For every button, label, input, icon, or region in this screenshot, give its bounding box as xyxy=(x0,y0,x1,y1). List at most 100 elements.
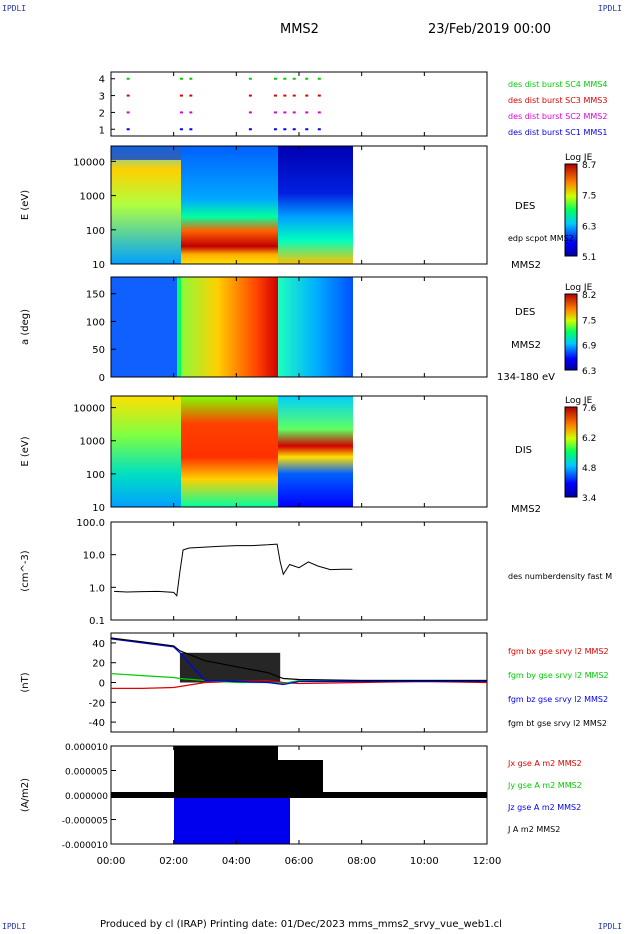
y-axis-label: E (eV) xyxy=(20,190,31,220)
burst-mark xyxy=(189,77,193,80)
corner-label: IPDLI xyxy=(597,922,622,931)
y-axis-label: (nT) xyxy=(20,672,31,692)
y-tick-label: 0.1 xyxy=(89,616,105,627)
x-tick-label: 08:00 xyxy=(347,856,376,867)
x-tick-label: 12:00 xyxy=(473,856,502,867)
y-tick-label: 40 xyxy=(92,639,105,650)
current-fill xyxy=(111,746,487,844)
burst-mark xyxy=(248,128,252,131)
y-axis-label: (cm^-3) xyxy=(20,550,31,591)
y-tick-label: 100.0 xyxy=(76,518,105,529)
y-tick-label: 0.000010 xyxy=(65,743,108,753)
burst-mark xyxy=(273,111,277,114)
corner-label: IPDLI xyxy=(2,4,27,13)
y-axis-label: E (eV) xyxy=(20,436,31,466)
spacecraft-title: MMS2 xyxy=(280,22,319,37)
legend-entry: des numberdensity fast M xyxy=(508,572,612,581)
burst-mark xyxy=(189,111,193,114)
colorbar-tick-label: 7.5 xyxy=(582,316,596,326)
burst-mark xyxy=(248,111,252,114)
burst-mark xyxy=(283,94,287,97)
burst-mark xyxy=(305,77,309,80)
panel-spacecraft-label: MMS2 xyxy=(511,340,541,351)
x-tick-label: 10:00 xyxy=(410,856,439,867)
dis-energy-spectrogram xyxy=(111,396,353,507)
colorbar-tick-label: 6.2 xyxy=(582,434,596,444)
y-tick-label: 20 xyxy=(92,659,105,670)
burst-mark xyxy=(189,128,193,131)
burst-mark xyxy=(317,77,321,80)
series-line xyxy=(110,638,487,686)
legend-entry: fgm by gse srvy l2 MMS2 xyxy=(508,671,609,680)
panel-instrument-label: DES xyxy=(515,201,535,212)
burst-mark xyxy=(179,128,183,131)
series-line xyxy=(114,543,353,597)
colorbar-tick-label: 5.1 xyxy=(582,253,596,263)
y-tick-label: 0 xyxy=(99,373,105,384)
y-tick-label: -0.000010 xyxy=(62,841,108,851)
burst-mark xyxy=(126,94,130,97)
panel-instrument-label: DES xyxy=(515,307,535,318)
y-tick-label: 10000 xyxy=(73,404,105,415)
burst-mark xyxy=(305,94,309,97)
y-tick-label: 4 xyxy=(99,75,105,86)
burst-mark xyxy=(126,128,130,131)
panel-spacecraft-label: MMS2 xyxy=(511,260,541,271)
y-tick-label: 1000 xyxy=(80,192,105,203)
y-tick-label: 0 xyxy=(99,679,105,690)
burst-mark xyxy=(292,111,296,114)
x-tick-label: 02:00 xyxy=(159,856,188,867)
burst-mark xyxy=(305,111,309,114)
colorbar-tick-label: 6.3 xyxy=(582,222,596,232)
burst-mark xyxy=(273,128,277,131)
des-energy-spectrogram xyxy=(111,146,353,264)
legend-entry: des dist burst SC3 MMS3 xyxy=(508,96,607,105)
panel-overlay-label: edp scpot MMS2 xyxy=(508,234,574,243)
panel-spacecraft-label: MMS2 xyxy=(511,504,541,515)
burst-mark xyxy=(317,94,321,97)
y-tick-label: 10000 xyxy=(73,157,105,168)
burst-mark xyxy=(283,128,287,131)
panel-frame xyxy=(110,521,488,621)
legend-entry: Jx gse A m2 MMS2 xyxy=(507,759,582,768)
colorbar-tick-label: 8.2 xyxy=(582,291,596,301)
colorbar-tick-label: 8.7 xyxy=(582,161,596,171)
y-tick-label: 0.000000 xyxy=(65,792,108,802)
y-tick-label: 100 xyxy=(86,470,105,481)
x-tick-label: 00:00 xyxy=(97,856,126,867)
burst-mark xyxy=(283,111,287,114)
legend-entry: fgm bz gse srvy l2 MMS2 xyxy=(508,695,608,704)
y-tick-label: 150 xyxy=(86,290,105,301)
colorbar xyxy=(564,293,578,371)
y-axis-label: (A/m2) xyxy=(20,778,31,812)
burst-mark xyxy=(179,77,183,80)
y-tick-label: 50 xyxy=(92,345,105,356)
burst-mark xyxy=(179,94,183,97)
colorbar-tick-label: 4.8 xyxy=(582,464,597,474)
y-tick-label: 10 xyxy=(92,260,105,271)
burst-mark xyxy=(273,77,277,80)
colorbar-tick-label: 3.4 xyxy=(582,494,597,504)
colorbar-title: Log JE xyxy=(565,283,593,293)
des-pitch-spectrogram xyxy=(111,277,353,377)
y-tick-label: 10.0 xyxy=(83,551,105,562)
y-axis-label: a (deg) xyxy=(20,309,31,345)
legend-entry: fgm bx gse srvy l2 MMS2 xyxy=(508,647,609,656)
legend-entry: Jy gse A m2 MMS2 xyxy=(507,781,582,790)
legend-entry: des dist burst SC2 MMS2 xyxy=(508,112,607,121)
y-tick-label: 10 xyxy=(92,503,105,514)
footer-credit: Produced by cl (IRAP) Printing date: 01/… xyxy=(100,919,502,930)
legend-entry: fgm bt gse srvy l2 MMS2 xyxy=(508,719,607,728)
colorbar-title: Log JE xyxy=(565,396,593,406)
panel-frame xyxy=(110,632,488,733)
series-line xyxy=(111,679,488,690)
series-line xyxy=(110,637,487,682)
burst-mark xyxy=(317,111,321,114)
burst-mark xyxy=(305,128,309,131)
x-tick-label: 06:00 xyxy=(285,856,314,867)
corner-label: IPDLI xyxy=(597,4,622,13)
colorbar-tick-label: 7.5 xyxy=(582,192,596,202)
date-title: 23/Feb/2019 00:00 xyxy=(428,22,551,37)
colorbar xyxy=(564,406,578,498)
